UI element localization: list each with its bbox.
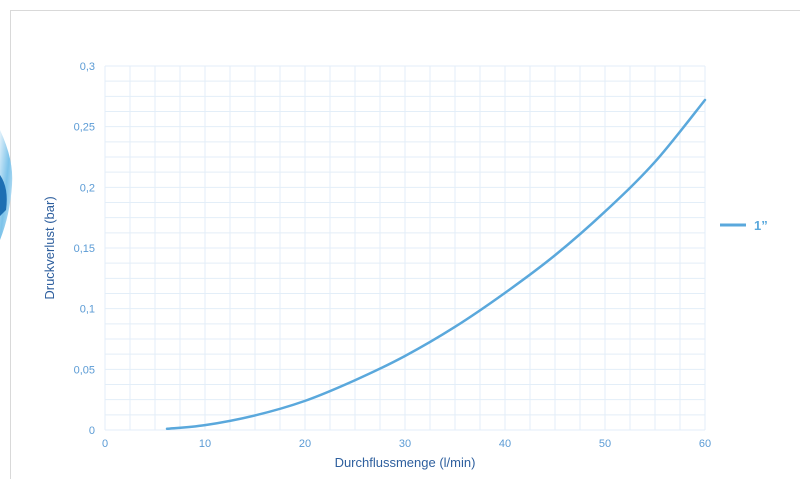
- y-tick-label: 0,25: [74, 122, 95, 134]
- chart-grid: [104, 65, 706, 431]
- chart-series: [165, 98, 707, 431]
- legend-label: 1”: [754, 218, 768, 233]
- x-axis-tick-labels: 0 10 20 30 40 50 60: [102, 438, 711, 450]
- series-line: [165, 98, 707, 431]
- x-tick-label: 50: [599, 438, 611, 450]
- x-tick-label: 40: [499, 438, 511, 450]
- x-tick-label: 20: [299, 438, 311, 450]
- chart-frame: [10, 10, 800, 479]
- y-tick-label: 0,1: [80, 304, 95, 316]
- x-tick-label: 30: [399, 438, 411, 450]
- y-tick-label: 0,15: [74, 243, 95, 255]
- y-axis-title: Druckverlust (bar): [42, 196, 57, 299]
- y-tick-label: 0,05: [74, 364, 95, 376]
- x-tick-label: 10: [199, 438, 211, 450]
- y-tick-label: 0,3: [80, 61, 95, 73]
- y-tick-label: 0: [89, 425, 95, 437]
- x-axis-title: Durchflussmenge (l/min): [335, 455, 476, 470]
- x-tick-label: 60: [699, 438, 711, 450]
- y-axis-tick-labels: 0 0,05 0,1 0,15 0,2 0,25 0,3: [74, 61, 95, 437]
- legend: 1”: [720, 218, 768, 233]
- x-tick-label: 0: [102, 438, 108, 450]
- y-tick-label: 0,2: [80, 182, 95, 194]
- decorative-wave-graphic: [0, 130, 13, 240]
